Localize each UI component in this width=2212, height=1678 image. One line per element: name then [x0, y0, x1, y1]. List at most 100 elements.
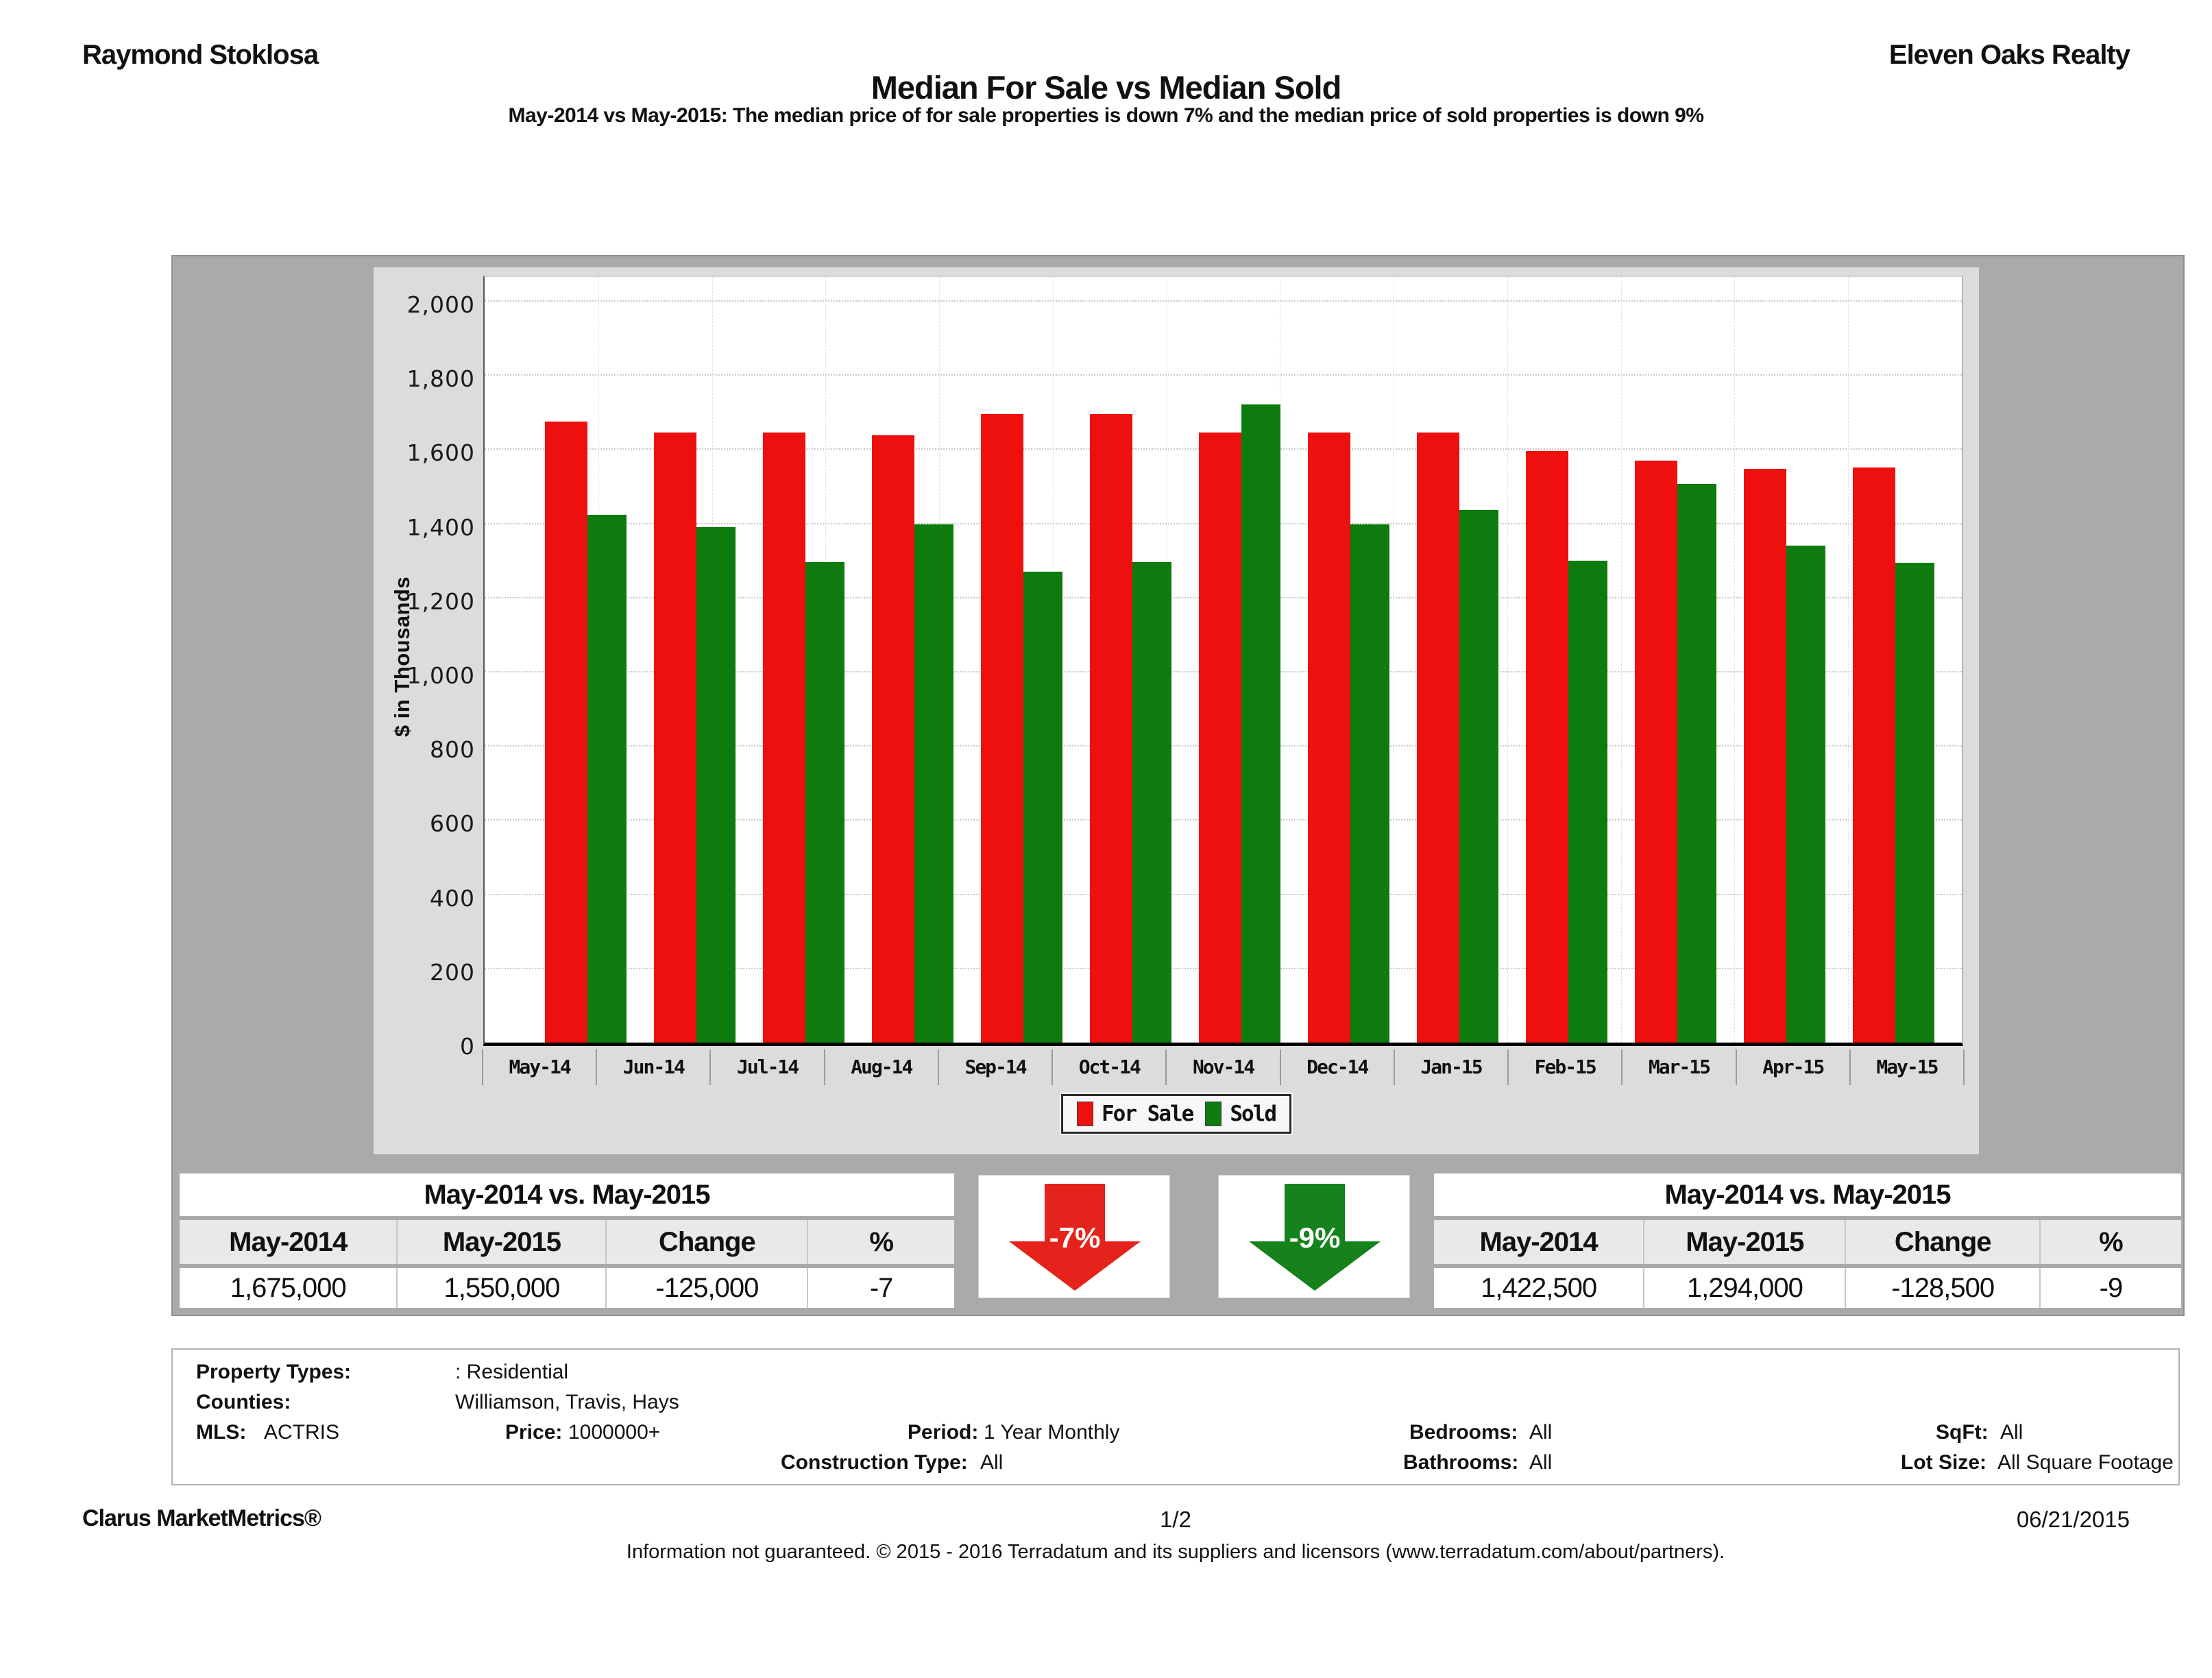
- for-sale-bar: [1853, 467, 1895, 1043]
- bar-group: [1853, 467, 1934, 1043]
- down-arrow-icon: -9%: [1249, 1184, 1381, 1291]
- for-sale-bar: [654, 433, 696, 1043]
- bar-group: [1308, 433, 1389, 1043]
- table-header-cell: Change: [605, 1220, 807, 1264]
- bar-group: [1199, 404, 1280, 1043]
- page-title: Median For Sale vs Median Sold: [871, 69, 1342, 106]
- filters-panel: Property Types: : Residential Counties: …: [171, 1348, 2180, 1485]
- for-sale-bar: [1199, 433, 1241, 1043]
- property-types-label: Property Types:: [196, 1361, 352, 1383]
- table-header-row: May-2014 May-2015 Change%: [180, 1220, 954, 1264]
- lot-size-label: Lot Size:: [1901, 1451, 1986, 1474]
- construction-type-label: Construction Type:: [781, 1451, 968, 1474]
- sold-bar: [1023, 571, 1062, 1043]
- x-tick-label: Sep-14: [937, 1049, 1052, 1085]
- table-header-cell: %: [2039, 1220, 2181, 1264]
- for-sale-bar: [1308, 433, 1350, 1043]
- y-axis-ticks: 0 200 400 600 800 1,000 1,200 1,400 1,600 1,800 2,…: [374, 276, 475, 1060]
- bar-group: [545, 421, 627, 1043]
- x-tick-label: Apr-15: [1735, 1049, 1849, 1085]
- footer-page-number: 1/2: [1160, 1507, 1191, 1532]
- sold-bar: [805, 562, 844, 1043]
- sqft-label: SqFt:: [1936, 1421, 1989, 1444]
- y-tick-label: 600: [430, 810, 475, 838]
- chart-container: $ in Thousands 0 200 400 600 800 1,000 1,200 1,…: [171, 255, 2185, 1316]
- table-value-cell: -128,500: [1845, 1268, 2039, 1308]
- x-tick-label: May-14: [482, 1049, 596, 1085]
- for-sale-bar: [1526, 451, 1568, 1043]
- bar-group: [1635, 460, 1716, 1043]
- footer-brand: Clarus MarketMetrics®: [82, 1505, 321, 1531]
- plot-area: [483, 276, 1963, 1046]
- month-separator: [1848, 277, 1849, 1043]
- for-sale-bar: [1090, 414, 1132, 1043]
- bathrooms-value: All: [1529, 1451, 1553, 1474]
- comparison-table-for-sale: May-2014 vs. May-2015 May-2014 May-2015 Ch…: [180, 1174, 954, 1308]
- table-value-row: 1,422,500 1,294,000 -128,500 -9: [1434, 1268, 2181, 1308]
- company-name: Eleven Oaks Realty: [1888, 40, 2130, 70]
- bar-group: [1526, 451, 1607, 1043]
- y-tick-label: 1,200: [406, 587, 475, 615]
- property-types-value: : Residential: [455, 1361, 569, 1383]
- for-sale-change-percent: -7%: [1049, 1221, 1101, 1254]
- legend-label: For Sale: [1102, 1102, 1194, 1126]
- sold-bar: [1568, 560, 1607, 1043]
- bar-group: [1744, 468, 1825, 1043]
- table-header-cell: May-2014: [180, 1220, 397, 1264]
- gridline: [485, 300, 1962, 302]
- y-tick-label: 1,000: [406, 662, 475, 689]
- for-sale-bar: [545, 421, 587, 1043]
- y-tick-label: 1,600: [406, 439, 475, 467]
- table-value-cell: 1,294,000: [1643, 1268, 1845, 1308]
- down-arrow-icon: -7%: [1009, 1184, 1141, 1291]
- sold-bar: [914, 524, 953, 1043]
- table-header-cell: Change: [1845, 1220, 2039, 1264]
- table-value-cell: 1,675,000: [180, 1268, 397, 1308]
- agent-name: Raymond Stoklosa: [82, 40, 319, 70]
- x-tick-label: Oct-14: [1052, 1049, 1165, 1085]
- table-value-cell: -7: [807, 1268, 954, 1308]
- table-header-cell: May-2015: [1643, 1220, 1845, 1264]
- table-header-row: May-2014 May-2015 Change%: [1434, 1220, 2181, 1264]
- sold-bar: [1241, 404, 1280, 1043]
- legend-label: Sold: [1230, 1102, 1277, 1126]
- bar-group: [763, 433, 844, 1043]
- gridline: [485, 374, 1962, 376]
- counties-label: Counties:: [196, 1391, 291, 1413]
- bar-group: [654, 433, 736, 1043]
- footer-disclaimer: Information not guaranteed. © 2015 - 201…: [626, 1541, 1725, 1563]
- bar-group: [1417, 433, 1498, 1043]
- sold-bar: [1895, 562, 1934, 1043]
- sqft-value: All: [2000, 1421, 2023, 1444]
- y-tick-label: 2,000: [406, 291, 475, 318]
- sold-bar: [696, 527, 736, 1043]
- bar-group: [981, 414, 1062, 1043]
- sold-bar: [1786, 546, 1825, 1043]
- y-tick-label: 800: [430, 736, 475, 764]
- x-tick-label: Feb-15: [1507, 1049, 1621, 1085]
- table-header-cell: %: [807, 1220, 954, 1264]
- legend-item: For Sale: [1077, 1102, 1194, 1126]
- y-tick-label: 200: [430, 958, 475, 986]
- sold-bar: [1459, 509, 1498, 1043]
- mls-label: MLS:: [196, 1421, 247, 1444]
- for-sale-bar: [981, 414, 1023, 1043]
- for-sale-bar: [1744, 468, 1786, 1043]
- x-tick-label: May-15: [1849, 1049, 1965, 1085]
- table-title: May-2014 vs. May-2015: [180, 1174, 954, 1216]
- for-sale-bar: [872, 435, 914, 1043]
- x-axis-labels: May-14 Jun-14 Jul-14 Aug-14 Sep-14 Oct-14 Nov-…: [482, 1049, 1965, 1085]
- mls-value: ACTRIS: [264, 1421, 340, 1444]
- legend-item: Sold: [1205, 1102, 1277, 1126]
- table-value-cell: 1,422,500: [1434, 1268, 1644, 1308]
- period-label: Period:: [908, 1421, 979, 1444]
- period-value: 1 Year Monthly: [984, 1421, 1120, 1444]
- counties-value: Williamson, Travis, Hays: [455, 1391, 679, 1413]
- x-tick-label: Dec-14: [1279, 1049, 1394, 1085]
- price-value: 1000000+: [568, 1421, 661, 1444]
- bar-group: [1090, 414, 1171, 1043]
- month-separator: [1507, 277, 1508, 1043]
- sold-change-percent: -9%: [1289, 1221, 1341, 1254]
- table-value-cell: 1,550,000: [396, 1268, 606, 1308]
- month-separator: [1734, 277, 1736, 1043]
